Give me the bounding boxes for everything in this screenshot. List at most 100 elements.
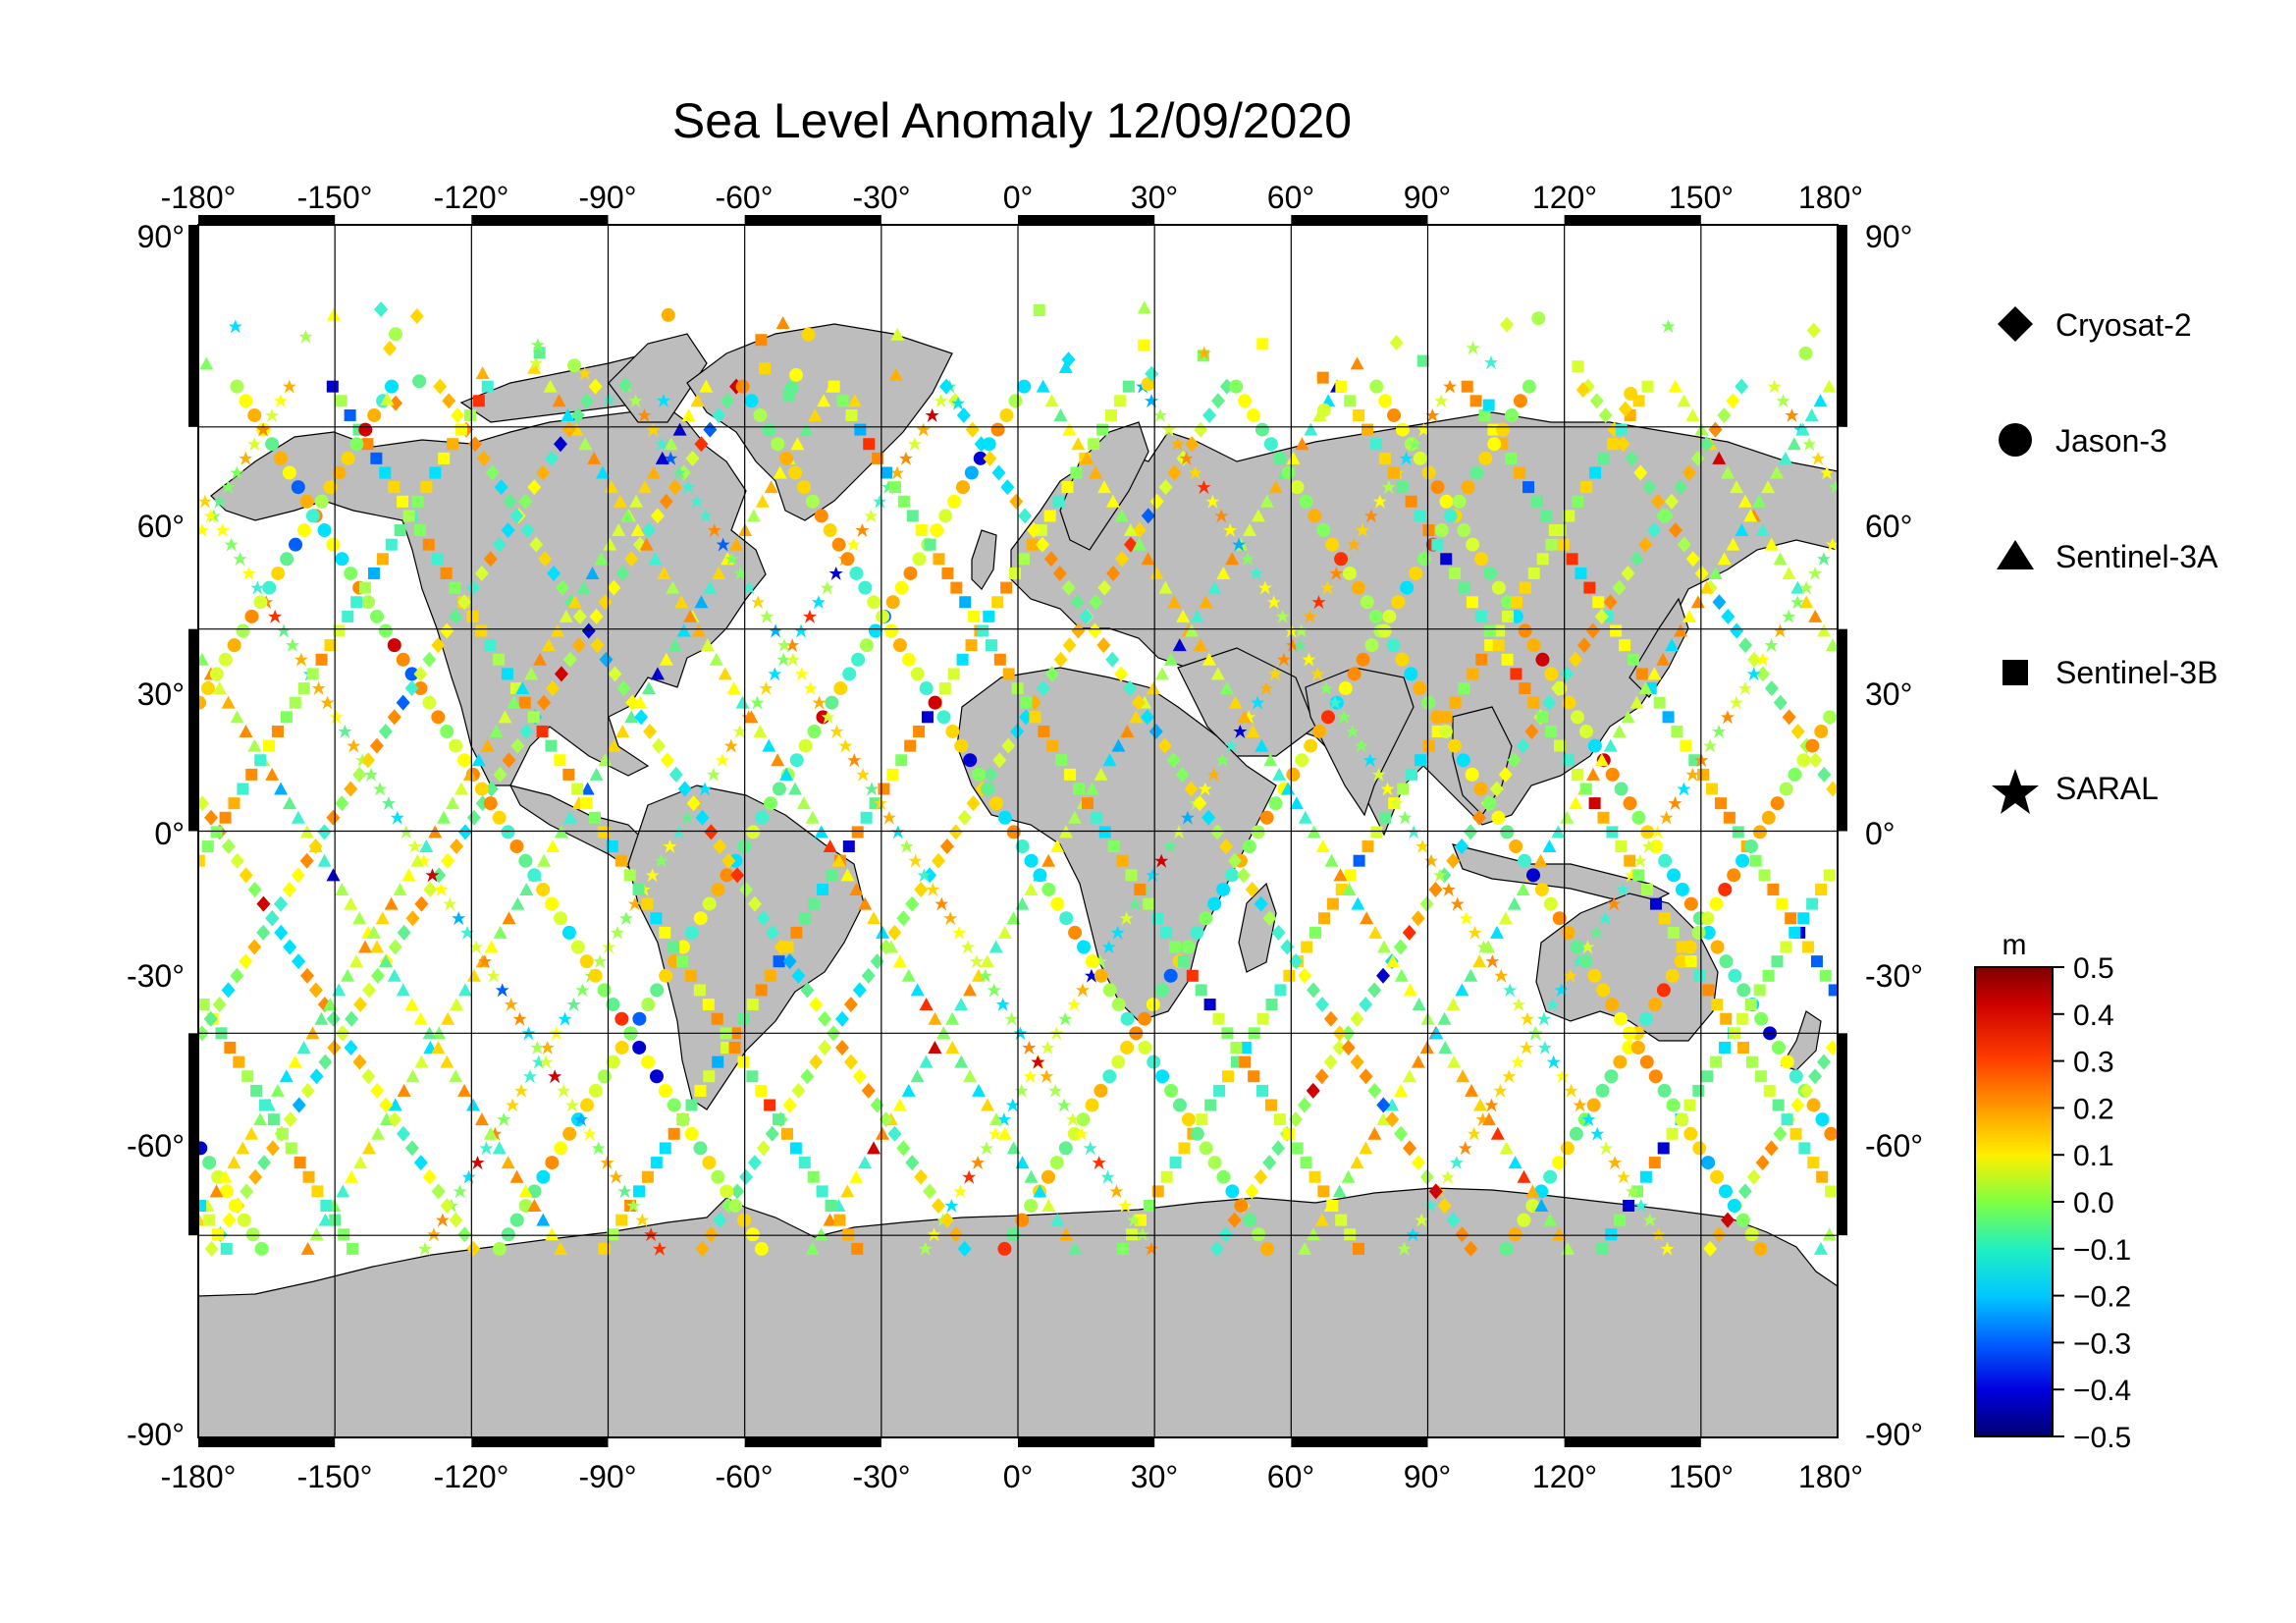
track-point: [435, 1213, 450, 1227]
track-point: [1701, 1070, 1714, 1083]
track-point: [1758, 869, 1771, 882]
track-point: [1310, 667, 1325, 681]
track-point: [209, 667, 224, 681]
track-point: [230, 710, 244, 724]
track-point: [1414, 510, 1426, 522]
track-point: [613, 494, 627, 508]
track-point: [1223, 523, 1238, 538]
track-point: [1706, 783, 1719, 795]
frame-bar: [198, 215, 336, 225]
track-point: [1326, 897, 1339, 910]
track-point: [1542, 839, 1557, 853]
track-point: [755, 810, 770, 825]
track-point: [637, 407, 652, 422]
track-point: [201, 840, 214, 853]
track-point: [1271, 1140, 1286, 1157]
track-point: [361, 982, 376, 999]
track-point: [852, 1068, 867, 1085]
track-point: [1754, 1011, 1769, 1026]
track-point: [1245, 1183, 1259, 1200]
track-point: [671, 825, 686, 839]
track-point: [1344, 869, 1357, 882]
track-point: [518, 493, 533, 510]
track-point: [607, 1228, 619, 1241]
track-point: [1469, 395, 1482, 407]
track-point: [237, 1213, 251, 1227]
track-point: [342, 610, 354, 622]
track-point: [1776, 897, 1789, 910]
track-point: [683, 609, 698, 622]
track-point: [387, 709, 401, 726]
track-point: [1571, 710, 1585, 725]
track-point: [1536, 711, 1549, 724]
track-point: [676, 623, 691, 637]
track-point: [954, 1055, 969, 1068]
track-point: [347, 738, 361, 753]
track-point: [1492, 639, 1505, 652]
track-point: [326, 537, 341, 552]
track-point: [923, 1183, 937, 1200]
track-point: [1263, 753, 1278, 767]
track-point: [1049, 1156, 1064, 1170]
track-point: [1419, 895, 1434, 912]
track-point: [302, 1170, 315, 1183]
track-point: [1307, 982, 1321, 999]
track-point: [1126, 1228, 1139, 1241]
track-point: [1483, 566, 1498, 580]
track-point: [1642, 479, 1657, 496]
track-point: [335, 882, 349, 895]
track-point: [1807, 1157, 1820, 1169]
track-point: [892, 1098, 907, 1111]
track-point: [1271, 924, 1286, 941]
track-point: [492, 1241, 507, 1256]
lat-tick-right: -30°: [1865, 958, 1923, 994]
track-point: [396, 652, 410, 667]
track-point: [997, 810, 1012, 825]
track-point: [1052, 495, 1065, 508]
track-point: [1219, 681, 1234, 695]
track-point: [388, 1111, 402, 1128]
track-point: [1632, 869, 1645, 882]
track-point: [1552, 1227, 1567, 1241]
track-point: [1649, 839, 1664, 854]
track-point: [198, 1199, 207, 1212]
track-point: [1829, 480, 1838, 495]
track-point: [557, 1083, 571, 1098]
track-point: [1770, 465, 1785, 479]
track-point: [221, 480, 236, 495]
track-point: [567, 358, 582, 373]
track-point: [1683, 896, 1698, 911]
track-point: [1785, 912, 1797, 925]
track-point: [515, 681, 530, 695]
track-point: [878, 783, 890, 795]
track-point: [345, 1010, 359, 1027]
track-point: [1387, 466, 1400, 479]
track-point: [1114, 509, 1129, 522]
track-point: [1206, 767, 1221, 782]
track-point: [1465, 767, 1479, 782]
track-point: [1822, 1227, 1837, 1241]
track-point: [711, 882, 725, 896]
track-point: [1612, 724, 1627, 737]
track-point: [918, 1241, 933, 1256]
track-point: [1440, 711, 1453, 724]
track-point: [1196, 1113, 1208, 1126]
track-point: [1717, 552, 1732, 566]
track-point: [1048, 1083, 1063, 1098]
track-point: [254, 1241, 269, 1256]
track-point: [230, 379, 244, 394]
track-point: [546, 680, 561, 697]
track-point: [1587, 738, 1602, 753]
track-point: [1729, 695, 1743, 710]
track-point: [1767, 379, 1782, 394]
track-point: [1314, 997, 1329, 1013]
track-point: [553, 436, 567, 453]
track-point: [1805, 738, 1820, 753]
track-point: [369, 609, 384, 623]
track-point: [1613, 1055, 1628, 1069]
track-point: [927, 1227, 941, 1242]
track-point: [1616, 1169, 1630, 1184]
track-point: [198, 523, 209, 538]
british-isles-land: [971, 529, 997, 590]
track-point: [1264, 1099, 1277, 1111]
